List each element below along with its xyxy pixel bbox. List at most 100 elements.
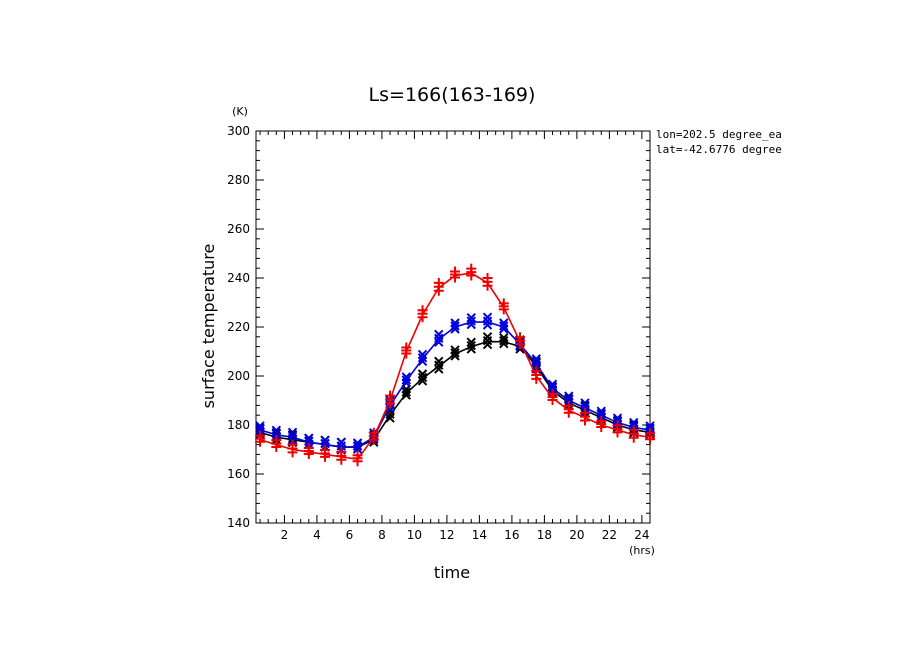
series-marker: [629, 417, 639, 428]
x-tick-label: 8: [378, 528, 386, 542]
series-line: [259, 272, 651, 461]
x-tick-label: 16: [504, 528, 519, 542]
series-marker: [401, 390, 411, 400]
series-marker: [580, 415, 591, 426]
y-tick-label: 200: [227, 369, 250, 383]
series-marker: [515, 339, 526, 350]
y-tick-label: 220: [227, 320, 250, 334]
series-marker: [466, 340, 476, 351]
series-marker: [466, 270, 477, 281]
series-marker: [531, 358, 541, 368]
series-line: [259, 340, 651, 448]
x-tick-label: 22: [602, 528, 617, 542]
series-marker: [287, 431, 298, 441]
series-marker: [417, 353, 428, 363]
series-marker: [482, 339, 493, 350]
y-tick-label: 240: [227, 271, 250, 285]
series-marker: [385, 413, 395, 423]
y-tick-label: 160: [227, 467, 250, 481]
series-marker: [433, 285, 444, 296]
x-tick-label: 12: [439, 528, 454, 542]
series-marker: [466, 319, 476, 330]
y-tick-label: 180: [227, 418, 250, 432]
series-marker: [450, 321, 460, 331]
series-marker: [531, 373, 542, 384]
series-marker: [450, 348, 460, 358]
series-marker: [499, 335, 509, 346]
series-marker: [596, 409, 606, 419]
series-marker: [303, 448, 314, 459]
y-tick-label: 260: [227, 222, 250, 236]
annotation-lon: lon=202.5 degree_ea: [656, 128, 782, 141]
series-marker: [482, 312, 493, 322]
series-marker: [385, 398, 396, 409]
series-marker: [628, 432, 639, 443]
series-marker: [466, 312, 476, 323]
series-marker: [271, 425, 282, 436]
series-marker: [580, 398, 590, 408]
series-marker: [417, 369, 428, 379]
x-tick-label: 6: [346, 528, 354, 542]
series-marker: [482, 332, 493, 342]
series-marker: [320, 435, 330, 445]
x-tick-label: 14: [472, 528, 487, 542]
series-marker: [434, 337, 444, 347]
series-marker: [596, 422, 607, 432]
x-tick-label: 18: [537, 528, 552, 542]
series-marker: [499, 324, 509, 334]
series-marker: [336, 437, 347, 447]
series-marker: [434, 333, 444, 343]
y-tick-label: 300: [227, 124, 250, 138]
series-marker: [499, 321, 509, 331]
chart-title: Ls=166(163-169): [369, 84, 536, 106]
series-marker: [336, 441, 347, 451]
x-tick-label: 2: [281, 528, 289, 542]
series-marker: [498, 304, 509, 315]
series-marker: [612, 427, 623, 438]
x-tick-label: 10: [407, 528, 422, 542]
x-tick-label: 20: [569, 528, 584, 542]
series-marker: [352, 441, 363, 451]
series-marker: [450, 351, 460, 361]
series-marker: [466, 337, 476, 347]
series-marker: [434, 364, 444, 374]
series-marker: [434, 356, 444, 367]
series-marker: [271, 442, 282, 453]
series-marker: [287, 427, 298, 438]
y-unit-label: (K): [232, 105, 248, 118]
annotation-lat: lat=-42.6776 degree: [656, 143, 782, 156]
y-axis-label: surface temperature: [199, 244, 218, 409]
series-marker: [580, 402, 590, 412]
series-marker: [547, 382, 558, 392]
series-marker: [645, 434, 655, 445]
series-marker: [401, 387, 411, 397]
series-marker: [482, 320, 493, 330]
series-marker: [255, 436, 266, 447]
series-marker: [401, 375, 411, 385]
series-marker: [255, 424, 265, 434]
series-marker: [482, 280, 493, 291]
series-marker: [417, 356, 428, 367]
series-marker: [450, 272, 461, 283]
series-marker: [564, 391, 574, 401]
series-marker: [401, 378, 411, 388]
series-marker: [320, 451, 331, 462]
series-marker: [417, 376, 428, 386]
series-marker: [352, 456, 363, 467]
series-marker: [352, 444, 363, 454]
x-tick-label: 4: [313, 528, 321, 542]
series-line: [259, 321, 651, 448]
series-marker: [434, 360, 444, 370]
series-marker: [271, 429, 282, 439]
x-tick-label: 24: [634, 528, 649, 542]
series-marker: [450, 324, 460, 334]
series-marker: [304, 436, 314, 446]
series-marker: [417, 349, 428, 360]
series-marker: [547, 395, 558, 406]
x-axis-label: time: [434, 563, 470, 582]
series-marker: [612, 413, 623, 423]
series-marker: [401, 348, 412, 359]
series-marker: [368, 434, 379, 445]
y-tick-label: 280: [227, 173, 250, 187]
